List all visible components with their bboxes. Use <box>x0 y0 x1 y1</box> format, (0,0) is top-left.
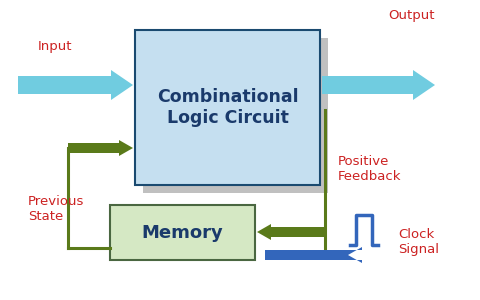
Polygon shape <box>265 247 362 263</box>
Polygon shape <box>18 70 133 100</box>
Text: Combinational
Logic Circuit: Combinational Logic Circuit <box>156 88 298 127</box>
Text: Positive
Feedback: Positive Feedback <box>338 155 401 183</box>
Text: Clock
Signal: Clock Signal <box>398 228 439 256</box>
Text: Input: Input <box>38 40 72 53</box>
Text: Output: Output <box>388 9 434 22</box>
Polygon shape <box>68 140 133 156</box>
Bar <box>143 38 328 193</box>
Polygon shape <box>257 224 324 240</box>
Polygon shape <box>322 70 435 100</box>
Bar <box>110 205 255 260</box>
Text: Memory: Memory <box>142 224 223 242</box>
Bar <box>135 30 320 185</box>
Text: Previous
State: Previous State <box>28 195 84 223</box>
